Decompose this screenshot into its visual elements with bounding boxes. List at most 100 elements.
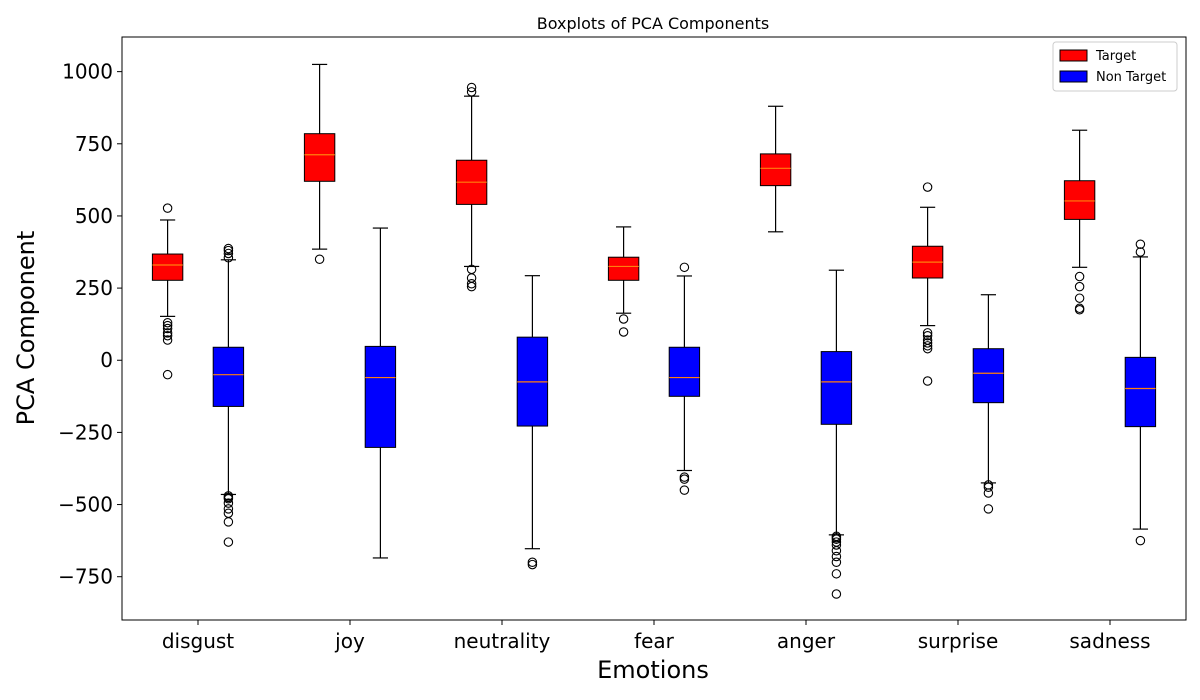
boxplot-sadness-target: [1063, 129, 1096, 315]
outlier-point: [223, 253, 234, 263]
y-tick-label: 1000: [62, 60, 113, 84]
outlier-point: [679, 474, 690, 484]
outlier-point: [527, 559, 538, 570]
outlier-point: [983, 488, 994, 498]
boxplot-sadness-non-target: [1124, 239, 1157, 546]
outlier-point: [162, 323, 173, 334]
outlier-point: [922, 328, 933, 338]
outlier-point: [831, 534, 842, 544]
outlier-point: [466, 281, 477, 292]
outlier-point: [223, 243, 234, 254]
box-iqr: [364, 345, 397, 448]
outlier-point: [679, 472, 690, 482]
outlier-point: [314, 254, 325, 264]
plot-area: [121, 36, 1187, 621]
outlier-point: [831, 569, 842, 579]
outlier-point: [162, 328, 173, 338]
x-axis-title: Emotions: [597, 656, 709, 684]
x-tick-label: sadness: [1069, 629, 1150, 653]
x-tick-label: surprise: [918, 629, 999, 653]
chart-title: Boxplots of PCA Components: [537, 14, 769, 33]
plot-frame: [121, 36, 1187, 621]
boxplot-neutrality-target: [455, 82, 488, 292]
x-tick-label: anger: [777, 629, 836, 653]
outlier-point: [831, 557, 842, 568]
y-axis-title: PCA Component: [12, 231, 40, 426]
box-iqr: [972, 348, 1005, 404]
outlier-point: [983, 482, 994, 492]
outlier-point: [1074, 281, 1085, 292]
boxplot-disgust-target: [151, 203, 184, 380]
outlier-point: [1135, 239, 1146, 249]
box-iqr: [303, 133, 336, 182]
box-iqr: [607, 256, 640, 281]
boxplot-surprise-target: [911, 182, 944, 386]
legend-swatch-non-target: [1059, 70, 1088, 83]
outlier-point: [983, 504, 994, 514]
outlier-point: [466, 87, 477, 97]
outlier-point: [922, 343, 933, 354]
box-iqr: [212, 346, 245, 407]
y-tick-label: −500: [58, 493, 113, 517]
boxplot-fear-non-target: [668, 262, 701, 495]
y-tick-label: 500: [75, 204, 113, 228]
box-iqr: [668, 346, 701, 397]
boxplot-disgust-non-target: [212, 243, 245, 547]
outlier-point: [223, 517, 234, 527]
outlier-point: [162, 320, 173, 331]
boxplot-joy-target: [303, 63, 336, 264]
outlier-point: [162, 317, 173, 328]
x-tick-label: disgust: [162, 629, 234, 653]
y-tick-label: 750: [75, 132, 113, 156]
outlier-point: [162, 203, 173, 213]
legend-swatch-target: [1059, 49, 1088, 62]
outlier-point: [922, 182, 933, 192]
outlier-point: [162, 369, 173, 380]
outlier-point: [223, 537, 234, 547]
x-axis: disgust joy neutrality fear anger surprise sad…: [162, 620, 1151, 653]
outlier-point: [1074, 293, 1085, 303]
boxplot-neutrality-non-target: [516, 275, 549, 570]
outlier-point: [922, 376, 933, 386]
x-tick-label: fear: [634, 629, 675, 653]
outlier-point: [1135, 535, 1146, 546]
outlier-point: [527, 557, 538, 568]
outlier-point: [831, 540, 842, 550]
y-tick-label: −750: [58, 565, 113, 589]
box-series: [151, 63, 1157, 599]
boxplot-anger-non-target: [820, 269, 853, 599]
y-tick-label: 250: [75, 276, 113, 300]
outlier-point: [223, 504, 234, 514]
legend: Target Non Target: [1052, 41, 1178, 92]
boxplot-anger-target: [759, 105, 792, 233]
box-iqr: [151, 253, 184, 281]
boxplot-surprise-non-target: [972, 294, 1005, 514]
outlier-point: [1135, 247, 1146, 257]
outlier-point: [223, 498, 234, 508]
outlier-point: [831, 589, 842, 599]
y-tick-label: 0: [100, 348, 113, 372]
outlier-point: [1074, 304, 1085, 315]
box-iqr: [1124, 356, 1157, 428]
outlier-point: [831, 551, 842, 562]
y-axis: −750 −500 −250 0 250 500 750 1000: [58, 60, 122, 589]
outlier-point: [922, 341, 933, 351]
outlier-point: [223, 245, 234, 256]
x-tick-label: joy: [334, 629, 365, 653]
outlier-point: [162, 330, 173, 341]
outlier-point: [679, 485, 690, 495]
outlier-point: [223, 494, 234, 504]
box-iqr: [759, 153, 792, 187]
x-tick-label: neutrality: [454, 629, 551, 653]
outlier-point: [618, 327, 629, 337]
outlier-point: [618, 314, 629, 324]
outlier-point: [162, 335, 173, 345]
boxplot-fear-target: [607, 226, 640, 337]
outlier-point: [831, 545, 842, 556]
outlier-point: [223, 248, 234, 259]
outlier-point: [466, 82, 477, 93]
outlier-point: [922, 330, 933, 341]
outlier-point: [1074, 271, 1085, 282]
legend-label-target: Target: [1095, 49, 1136, 64]
